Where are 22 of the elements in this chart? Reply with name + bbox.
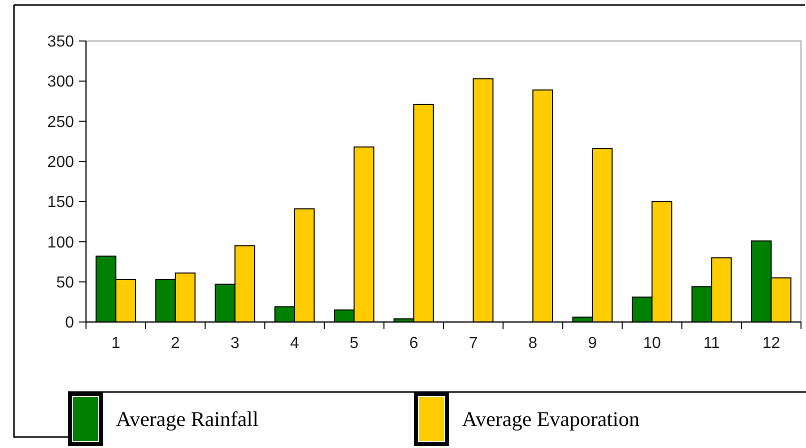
y-tick-label: 250: [47, 114, 74, 131]
y-tick-label: 300: [47, 74, 74, 91]
y-tick-label: 350: [47, 34, 74, 51]
x-tick-label: 5: [350, 335, 359, 352]
y-tick-label: 100: [47, 234, 74, 252]
y-tick-label: 50: [56, 274, 74, 292]
y-tick-label: 0: [65, 314, 74, 332]
legend-label: Average Evaporation: [462, 407, 640, 431]
legend-label: Average Rainfall: [116, 407, 259, 431]
x-tick-label: 9: [588, 335, 598, 352]
x-tick-label: 11: [703, 335, 720, 352]
x-tick-label: 7: [468, 335, 478, 352]
x-tick-label: 2: [170, 335, 180, 352]
x-tick-label: 12: [762, 335, 780, 352]
x-tick-label: 4: [290, 335, 300, 352]
y-tick-label: 200: [47, 154, 74, 172]
x-tick-label: 6: [409, 335, 418, 352]
x-tick-label: 3: [230, 335, 240, 352]
x-tick-label: 1: [111, 335, 120, 352]
y-tick-label: 150: [47, 194, 74, 212]
x-tick-label: 10: [643, 335, 662, 352]
x-tick-label: 8: [528, 335, 538, 352]
